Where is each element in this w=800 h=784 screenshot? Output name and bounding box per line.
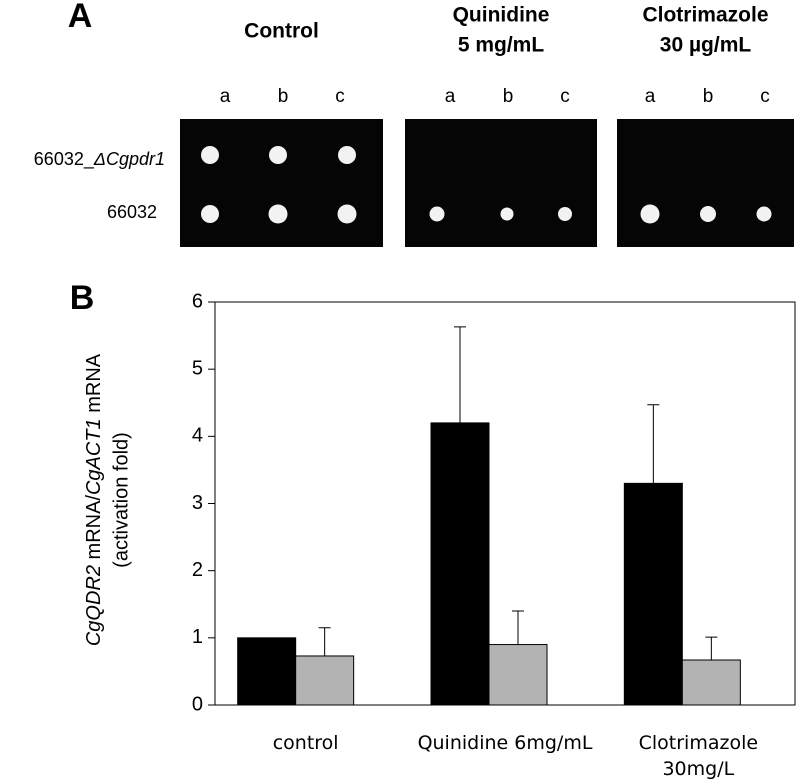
- colony-spot: [338, 146, 356, 164]
- strain-label: b: [503, 86, 514, 107]
- error-bar: [318, 627, 331, 656]
- x-tick-label: control: [272, 732, 339, 754]
- y-tick-label: 2: [192, 559, 203, 581]
- bar: [681, 659, 741, 706]
- colony-spot: [201, 205, 219, 223]
- panel-letter: B: [70, 279, 95, 317]
- colony-spot: [500, 207, 514, 221]
- bar: [237, 637, 297, 706]
- colony-spot: [429, 206, 445, 222]
- row-label-part: 66032: [107, 202, 157, 222]
- colony-spot: [558, 207, 572, 221]
- colony-spot: [269, 146, 287, 164]
- y-tick-label: 6: [192, 290, 203, 312]
- error-bar: [454, 326, 466, 423]
- strain-label: a: [645, 86, 656, 107]
- condition-label: 5 mg/mL: [458, 34, 545, 57]
- error-bar: [512, 610, 524, 645]
- plate-image: [180, 119, 383, 247]
- y-tick-label: 4: [192, 425, 203, 447]
- bar: [623, 482, 683, 706]
- y-tick-label: 1: [192, 626, 203, 648]
- row-label: 66032_ΔCgpdr1: [34, 149, 165, 170]
- plot-frame: [214, 301, 796, 706]
- plate-image: [405, 119, 597, 247]
- y-label-part: CgQDR2: [83, 565, 105, 646]
- condition-label: Control: [244, 20, 319, 43]
- row-label-part: ΔCgpdr1: [93, 149, 165, 169]
- colony-spot: [700, 206, 716, 222]
- strain-label: c: [335, 86, 345, 107]
- strain-label: c: [560, 86, 570, 107]
- colony-spot: [640, 204, 660, 224]
- error-bar: [705, 636, 718, 660]
- condition-label: Clotrimazole: [642, 4, 768, 27]
- plate-image: [617, 119, 794, 247]
- y-label-part: mRNA/: [83, 495, 105, 565]
- y-axis-label: CgQDR2 mRNA/CgACT1 mRNA: [83, 353, 105, 646]
- strain-label: c: [760, 86, 770, 107]
- y-label-part: mRNA: [83, 353, 105, 418]
- strain-label: a: [220, 86, 231, 107]
- y-tick-label: 0: [192, 693, 203, 715]
- strain-label: b: [703, 86, 714, 107]
- y-tick-label: 5: [192, 357, 203, 379]
- colony-spot: [337, 204, 357, 224]
- row-label: 66032: [107, 202, 157, 222]
- y-axis-label: (activation fold): [110, 432, 132, 568]
- y-label-part: CgACT1: [83, 418, 105, 495]
- colony-spot: [201, 146, 219, 164]
- strain-label: b: [278, 86, 289, 107]
- y-tick-label: 3: [192, 492, 203, 514]
- condition-label: 30 µg/mL: [660, 34, 752, 57]
- error-bar: [647, 404, 660, 484]
- strain-label: a: [445, 86, 456, 107]
- bar: [430, 422, 490, 706]
- condition-label: Quinidine: [453, 4, 550, 27]
- colony-spot: [268, 204, 288, 224]
- colony-spot: [756, 206, 772, 222]
- bar: [295, 655, 355, 706]
- x-tick-label: Clotrimazole 30mg/L: [638, 732, 759, 780]
- panel-letter: A: [68, 0, 93, 35]
- bar: [488, 644, 548, 706]
- x-tick-label: Quinidine 6mg/mL: [417, 732, 593, 754]
- row-label-part: 66032_: [34, 149, 95, 170]
